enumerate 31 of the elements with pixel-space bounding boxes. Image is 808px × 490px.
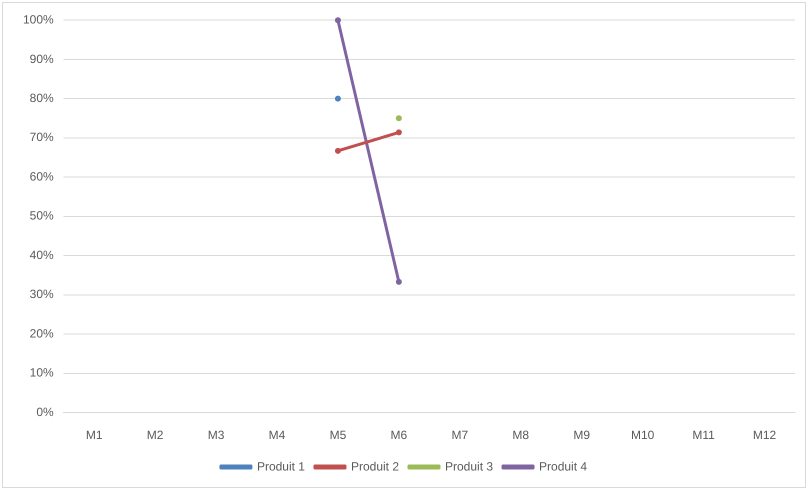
y-tick-label: 20%: [30, 326, 54, 340]
point: [396, 278, 402, 285]
x-tick-label: M3: [208, 428, 225, 442]
x-tick-label: M5: [330, 428, 347, 442]
x-tick-label: M10: [630, 428, 655, 442]
x-tick-label: M2: [146, 428, 164, 442]
x-tick-label: M4: [268, 428, 286, 442]
y-tick-label: 40%: [30, 248, 54, 262]
x-tick-label: M9: [573, 428, 590, 442]
x-tick-label: M11: [692, 428, 716, 442]
x-tick-label: M6: [390, 428, 408, 442]
legend-label: Produit 2: [350, 459, 400, 474]
point: [334, 148, 341, 154]
legend-label: Produit 1: [256, 459, 306, 474]
y-tick-label: 90%: [30, 52, 54, 66]
y-tick-label: 100%: [22, 12, 54, 27]
y-tick-label: 60%: [30, 169, 54, 184]
y-tick-label: 30%: [30, 287, 54, 302]
x-tick-label: M7: [451, 428, 468, 442]
y-tick-label: 70%: [30, 130, 54, 144]
y-tick-label: 50%: [30, 208, 54, 223]
legend-label: Produit 3: [445, 459, 494, 474]
y-tick-label: 0%: [36, 404, 54, 419]
legend-label: Produit 4: [539, 459, 588, 474]
y-tick-label: 80%: [30, 90, 54, 105]
x-tick-label: M12: [752, 428, 777, 442]
point: [334, 17, 341, 24]
point: [396, 129, 402, 136]
x-tick-label: M8: [512, 428, 530, 442]
y-tick-label: 10%: [30, 366, 54, 380]
x-tick-label: M1: [86, 428, 103, 442]
